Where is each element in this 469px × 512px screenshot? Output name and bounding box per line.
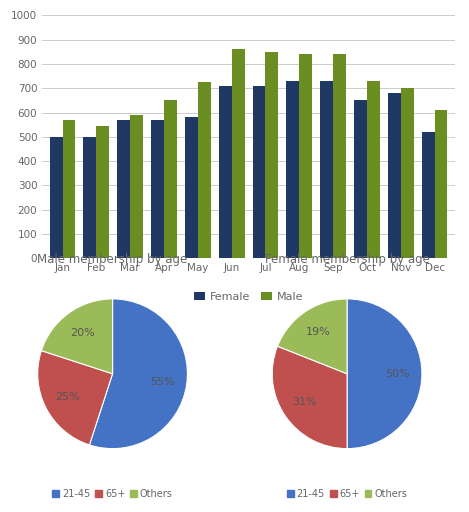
Wedge shape (272, 346, 347, 449)
Text: 31%: 31% (293, 397, 317, 408)
Bar (333, 54, 346, 259)
Bar (435, 110, 447, 259)
Bar (151, 120, 164, 259)
Bar (164, 100, 177, 259)
Bar (50, 137, 62, 259)
Bar (401, 88, 414, 259)
Bar (83, 137, 96, 259)
Legend: 21-45, 65+, Others: 21-45, 65+, Others (283, 485, 411, 503)
Bar (253, 86, 265, 259)
Bar (299, 54, 312, 259)
Text: 25%: 25% (55, 392, 80, 402)
Bar (219, 86, 232, 259)
Title: Female membership by age: Female membership by age (265, 253, 430, 266)
Bar (265, 52, 278, 259)
Bar (185, 117, 198, 259)
Bar (388, 93, 401, 259)
Title: Male membership by age: Male membership by age (38, 253, 188, 266)
Wedge shape (41, 299, 113, 374)
Bar (117, 120, 130, 259)
Text: 19%: 19% (306, 327, 331, 337)
Legend: Female, Male: Female, Male (189, 287, 308, 306)
Wedge shape (347, 299, 422, 449)
Bar (96, 126, 109, 259)
Bar (354, 100, 367, 259)
Text: 20%: 20% (70, 328, 95, 337)
Wedge shape (278, 299, 347, 374)
Bar (287, 81, 299, 259)
Bar (130, 115, 143, 259)
Bar (422, 132, 435, 259)
Wedge shape (38, 351, 113, 445)
Text: 55%: 55% (151, 377, 175, 387)
Bar (62, 120, 76, 259)
Text: 50%: 50% (386, 369, 410, 379)
Bar (367, 81, 380, 259)
Legend: 21-45, 65+, Others: 21-45, 65+, Others (48, 485, 177, 503)
Bar (198, 82, 211, 259)
Wedge shape (90, 299, 188, 449)
Bar (232, 49, 244, 259)
Bar (320, 81, 333, 259)
